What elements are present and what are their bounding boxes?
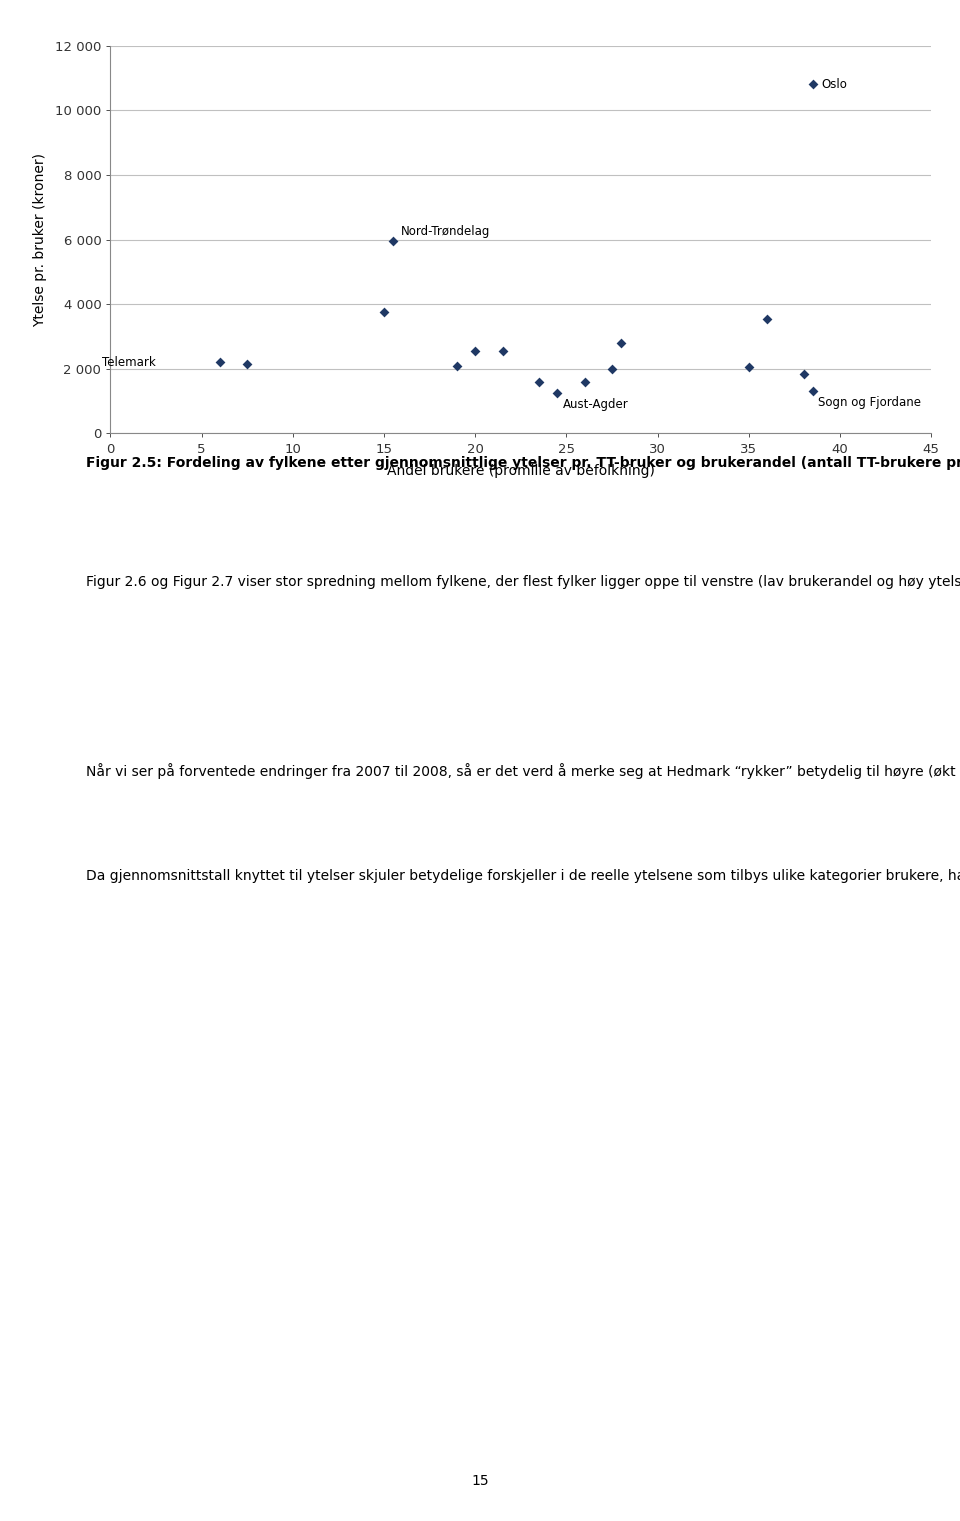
Text: Aust-Agder: Aust-Agder	[563, 399, 629, 411]
Point	[804, 71, 820, 97]
Point	[495, 339, 511, 364]
Point	[759, 307, 775, 332]
Point	[605, 357, 620, 382]
Point	[741, 354, 756, 379]
Text: Telemark: Telemark	[103, 356, 156, 370]
Text: Oslo: Oslo	[822, 78, 848, 91]
Y-axis label: Ytelse pr. bruker (kroner): Ytelse pr. bruker (kroner)	[33, 152, 47, 327]
Point	[385, 230, 401, 254]
X-axis label: Andel brukere (promille av befolkning): Andel brukere (promille av befolkning)	[387, 464, 655, 478]
Point	[468, 339, 483, 364]
Text: Når vi ser på forventede endringer fra 2007 til 2008, så er det verd å merke seg: Når vi ser på forventede endringer fra 2…	[86, 764, 960, 779]
Text: Nord-Trøndelag: Nord-Trøndelag	[400, 225, 490, 237]
Point	[376, 300, 392, 324]
Text: 15: 15	[471, 1474, 489, 1488]
Point	[613, 332, 629, 356]
Point	[240, 351, 255, 376]
Point	[577, 370, 592, 394]
Text: Sogn og Fjordane: Sogn og Fjordane	[818, 397, 921, 409]
Text: Da gjennomsnittstall knyttet til ytelser skjuler betydelige forskjeller i de ree: Da gjennomsnittstall knyttet til ytelser…	[86, 867, 960, 882]
Point	[212, 350, 228, 374]
Point	[532, 370, 547, 394]
Point	[796, 362, 811, 386]
Point	[804, 379, 820, 403]
Text: Figur 2.5: Fordeling av fylkene etter gjennomsnittlige ytelser pr. TT-bruker og : Figur 2.5: Fordeling av fylkene etter gj…	[86, 456, 960, 470]
Point	[549, 380, 564, 405]
Point	[449, 353, 465, 377]
Text: Figur 2.6 og Figur 2.7 viser stor spredning mellom fylkene, der flest fylker lig: Figur 2.6 og Figur 2.7 viser stor spredn…	[86, 573, 960, 589]
